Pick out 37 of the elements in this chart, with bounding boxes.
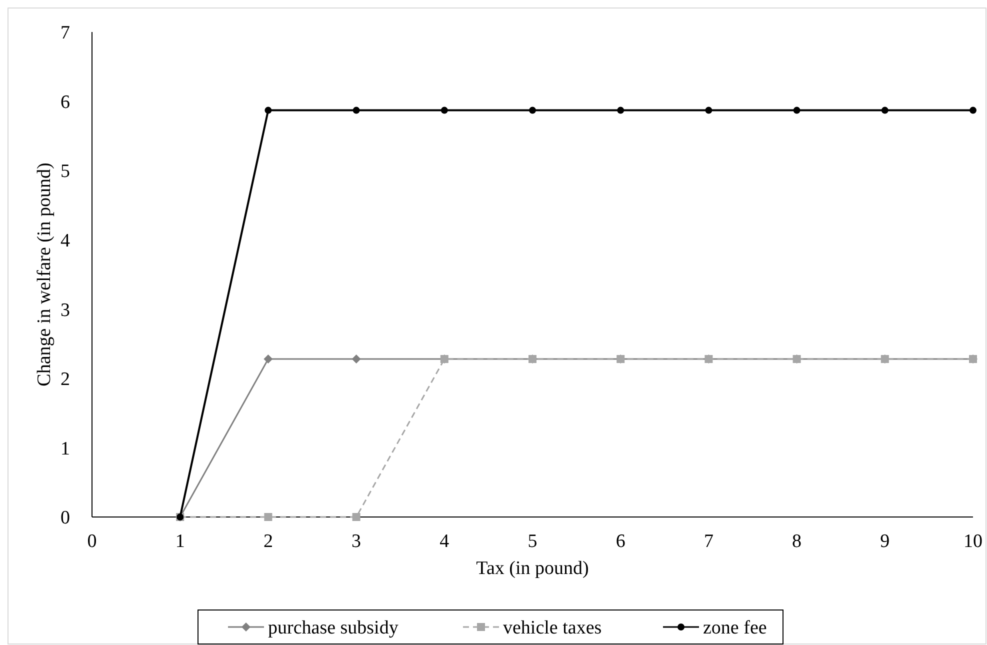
point (970, 106, 976, 114)
point (617, 106, 624, 114)
point (264, 106, 272, 114)
x-tick-label: 4 (440, 531, 450, 552)
point (352, 513, 360, 521)
x-tick-label: 3 (352, 531, 362, 552)
legend-label: vehicle taxes (503, 618, 602, 639)
point (529, 106, 536, 114)
point (264, 354, 273, 364)
y-tick-label: 1 (60, 438, 70, 460)
x-tick-label: 2 (263, 531, 273, 552)
legend-label: purchase subsidy (268, 618, 399, 639)
y-tick-label: 2 (60, 369, 70, 390)
y-tick-label: 4 (60, 230, 70, 252)
x-tick-label: 5 (528, 531, 538, 552)
x-axis-title: Tax (in pound) (476, 558, 589, 579)
x-tick-label: 10 (964, 531, 982, 552)
legend-label: zone fee (703, 618, 767, 639)
x-tick-label: 9 (880, 531, 890, 552)
y-tick-label: 0 (60, 508, 70, 529)
point (264, 513, 272, 521)
point (352, 354, 361, 364)
point (440, 106, 448, 114)
x-tick-label: 7 (704, 531, 714, 552)
y-tick-label: 7 (60, 22, 70, 44)
point (705, 106, 712, 114)
y-tick-label: 3 (60, 300, 70, 321)
point (352, 106, 360, 114)
x-tick-label: 1 (175, 531, 185, 552)
x-tick-label: 0 (87, 531, 97, 552)
point (881, 106, 888, 114)
point (793, 106, 800, 114)
y-tick-label: 5 (60, 161, 70, 182)
y-tick-label: 6 (60, 92, 70, 113)
x-tick-label: 8 (792, 531, 802, 552)
y-axis-title: Change in welfare (in pound) (34, 162, 55, 386)
x-tick-label: 6 (616, 531, 626, 552)
